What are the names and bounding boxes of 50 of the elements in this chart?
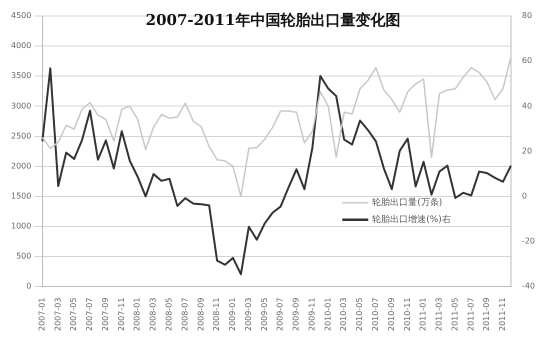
x-tick-label: 2008-03: [148, 298, 158, 332]
x-tick-label: 2007-03: [53, 298, 62, 332]
y2-tick-label: -20: [522, 236, 536, 246]
x-tick-label: 2007-09: [100, 298, 110, 332]
x-tick-label: 2007-11: [116, 298, 126, 332]
y2-tick-label: 80: [522, 11, 532, 20]
chart-title: 2007-2011年中国轮胎出口量变化图: [146, 10, 400, 29]
x-tick-label: 2010-09: [386, 298, 396, 332]
y-tick-label: 1500: [11, 191, 32, 200]
x-tick-label: 2011-01: [418, 298, 428, 332]
x-tick-label: 2011-09: [482, 298, 492, 332]
x-tick-label: 2009-03: [244, 298, 253, 332]
y-tick-label: 4500: [11, 11, 32, 20]
y-tick-label: 2000: [11, 161, 32, 170]
legend-label: 轮胎出口量(万条): [372, 197, 442, 208]
y-tick-label: 500: [16, 252, 32, 261]
y-tick-label: 3500: [11, 71, 32, 80]
y-tick-label: 3000: [11, 101, 32, 110]
y2-tick-label: -40: [522, 282, 536, 291]
x-tick-label: 2010-05: [355, 298, 364, 332]
y2-tick-label: 40: [522, 101, 532, 110]
x-tick-label: 2008-07: [180, 298, 190, 332]
x-tick-label: 2009-05: [260, 298, 269, 332]
y-tick-label: 2500: [11, 131, 32, 140]
x-tick-label: 2008-11: [212, 298, 222, 332]
x-tick-label: 2008-01: [132, 298, 142, 332]
x-tick-label: 2009-01: [228, 298, 238, 332]
x-tick-label: 2011-11: [498, 298, 508, 332]
x-tick-label: 2007-01: [37, 298, 46, 332]
y-tick-label: 4000: [11, 41, 32, 50]
x-tick-label: 2010-01: [323, 298, 332, 332]
x-tick-label: 2008-05: [164, 298, 174, 332]
x-tick-label: 2011-07: [466, 298, 476, 332]
x-tick-label: 2009-11: [307, 298, 316, 332]
x-tick-label: 2010-07: [371, 298, 380, 332]
x-tick-label: 2009-07: [276, 298, 285, 332]
x-tick-label: 2009-09: [292, 298, 301, 332]
y-tick-label: 1000: [11, 222, 32, 231]
x-tick-label: 2008-09: [196, 298, 206, 332]
x-tick-label: 2010-03: [339, 298, 348, 332]
legend-label: 轮胎出口增速(%)右: [372, 214, 451, 226]
y-tick-label: 0: [26, 282, 32, 291]
y2-tick-label: 0: [522, 191, 528, 200]
y2-tick-label: 60: [522, 56, 532, 66]
y2-tick-label: 20: [522, 146, 532, 156]
x-tick-label: 2011-05: [450, 298, 460, 332]
x-tick-label: 2011-03: [434, 298, 444, 332]
x-tick-label: 2010-11: [402, 298, 412, 332]
x-tick-label: 2007-05: [69, 298, 78, 332]
x-tick-label: 2007-07: [85, 298, 94, 332]
